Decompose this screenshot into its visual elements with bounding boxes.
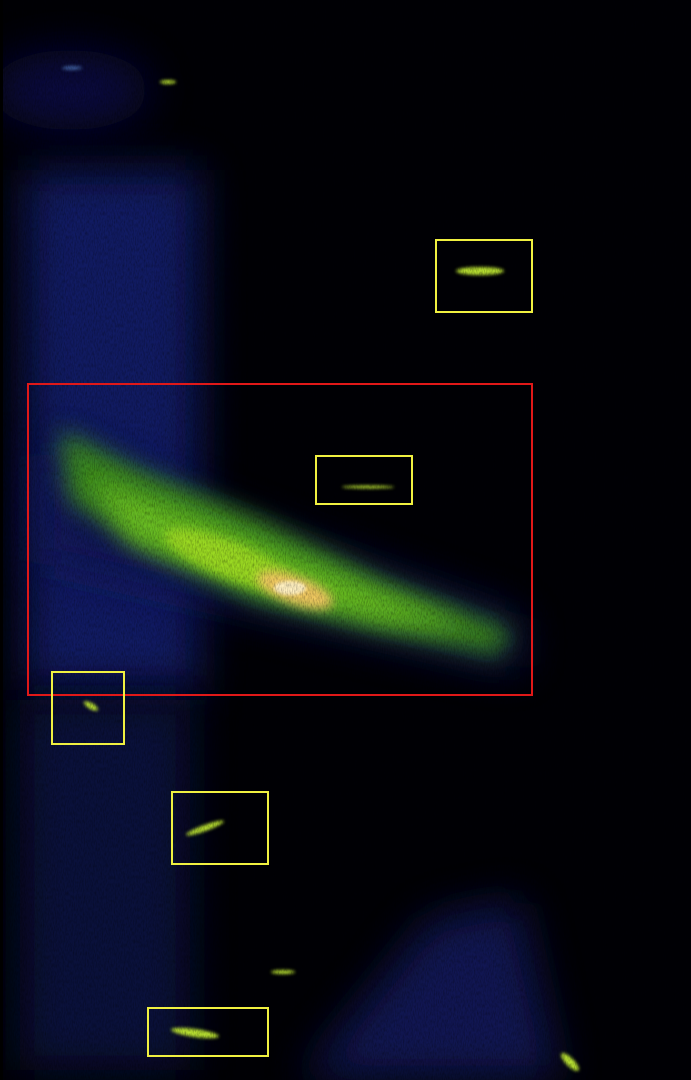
- speckle: [0, 0, 691, 1080]
- left-edge: [0, 0, 3, 1080]
- page: (() => { const data = JSON.parse(documen…: [0, 0, 691, 1080]
- sonar-image: [0, 0, 691, 1080]
